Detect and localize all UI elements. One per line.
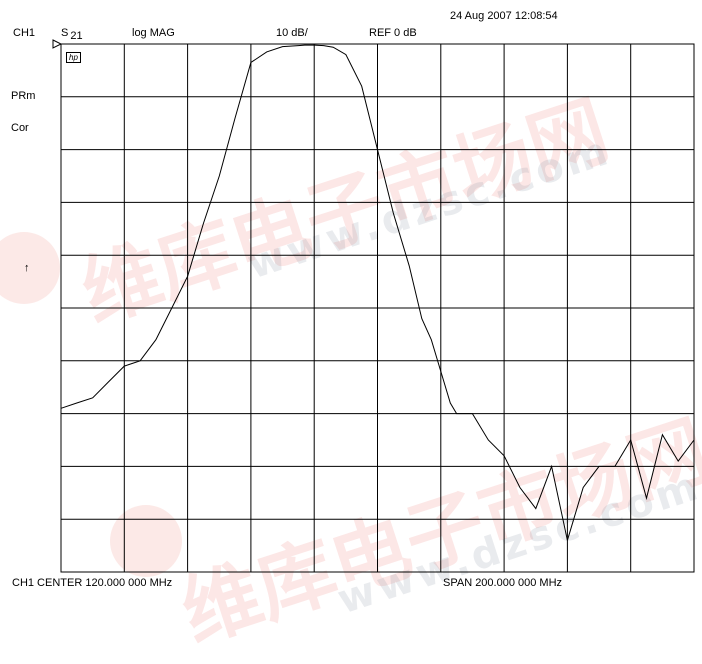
parameter-sub: 21 [70, 30, 83, 42]
prm-annotation: PRm [11, 90, 36, 102]
scale-label: 10 dB/ [276, 27, 308, 39]
plot-grid [60, 43, 695, 573]
reference-marker-icon [52, 39, 63, 49]
parameter-label: S 21 [61, 27, 83, 42]
cor-annotation: Cor [11, 122, 29, 134]
timestamp-label: 24 Aug 2007 12:08:54 [450, 10, 558, 22]
span-label: SPAN 200.000 000 MHz [443, 577, 563, 589]
reference-label: REF 0 dB [369, 27, 417, 39]
marker-arrow-icon: ↑ [24, 262, 30, 274]
parameter-main: S [61, 27, 69, 39]
network-analyzer-plot [52, 39, 695, 573]
hp-logo-icon: hp [66, 52, 81, 63]
s21-trace-line [60, 44, 695, 541]
channel-label: CH1 [13, 27, 36, 39]
format-label: log MAG [132, 27, 175, 39]
center-frequency-label: CH1 CENTER 120.000 000 MHz [12, 577, 173, 589]
